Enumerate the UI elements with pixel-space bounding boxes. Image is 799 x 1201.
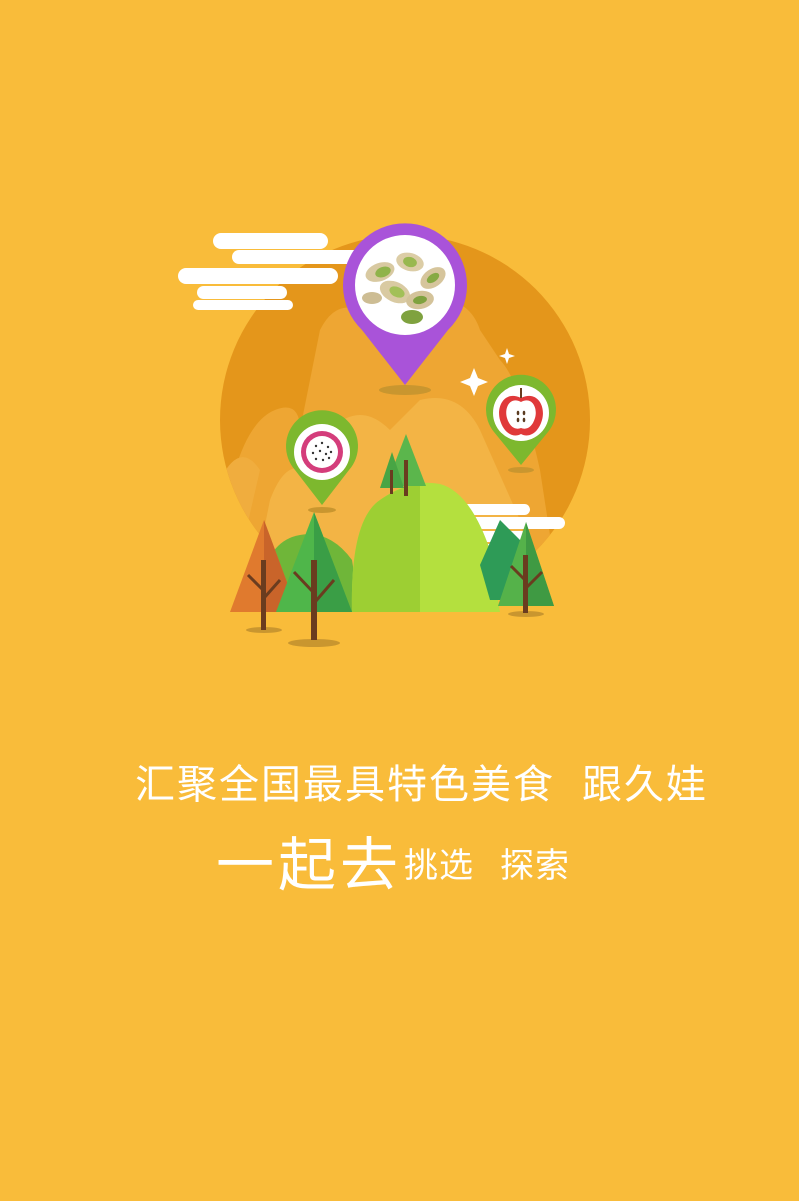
tree-small-pair <box>380 434 426 496</box>
sparkle-icon <box>499 348 515 364</box>
slogan-line-2: 一起去 挑选 探索 <box>0 818 799 899</box>
pistachio-pin-icon <box>343 223 468 395</box>
sparkle-icon <box>460 368 488 396</box>
slogan-line1-part1: 汇聚全国最具特色美食 <box>135 762 555 808</box>
apple-pin-icon <box>485 374 556 473</box>
slogan-line1-part2: 跟久娃 <box>582 762 708 808</box>
cloud-top-left <box>178 233 360 310</box>
hero-illustration <box>178 223 590 647</box>
pistachio-nuts <box>362 252 446 324</box>
slogan-line2-small1: 挑选 <box>404 846 474 886</box>
tree-right <box>498 522 554 617</box>
slogan-line2-big: 一起去 <box>216 831 403 899</box>
tree-green-large <box>276 512 352 647</box>
slogan-line-1: 汇聚全国最具特色美食 跟久娃 <box>0 752 799 812</box>
dragon-fruit-pin-icon <box>286 410 358 513</box>
slogan-line2-small2: 探索 <box>500 846 570 886</box>
tree-orange <box>230 520 298 633</box>
